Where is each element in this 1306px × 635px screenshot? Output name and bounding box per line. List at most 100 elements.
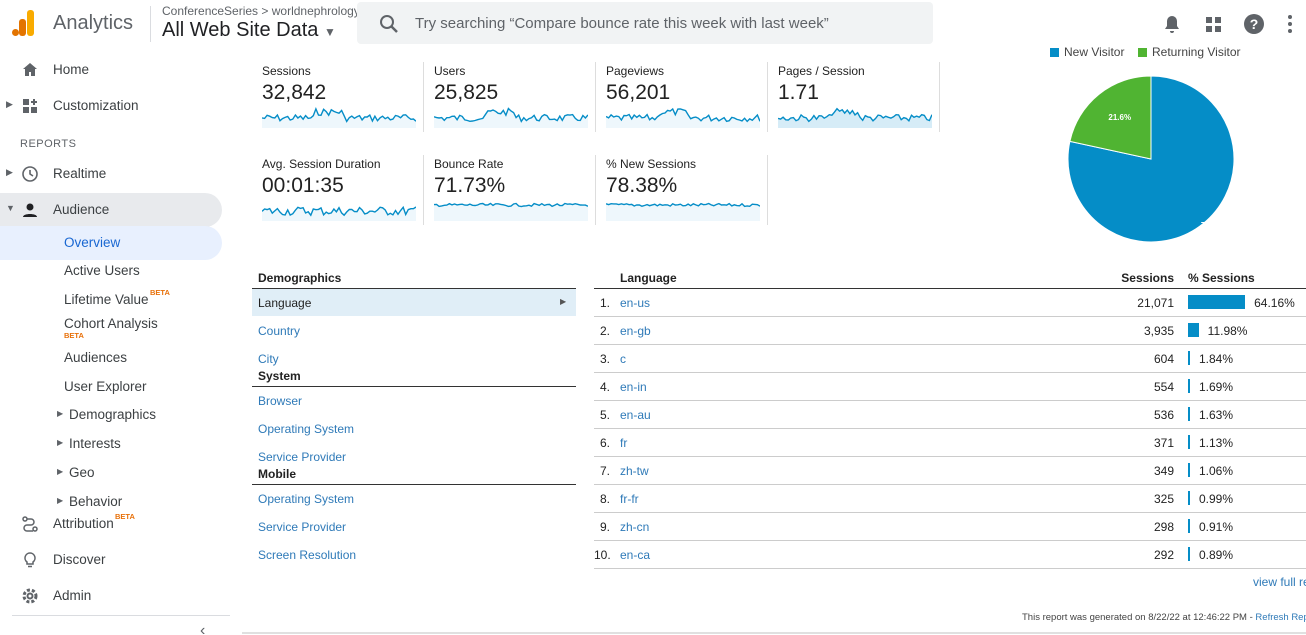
language-link[interactable]: zh-tw <box>620 464 649 478</box>
notifications-icon[interactable] <box>1165 16 1179 33</box>
language-link[interactable]: zh-cn <box>620 520 650 534</box>
brand: Analytics <box>53 12 134 34</box>
nav-item[interactable]: Geo <box>69 465 95 480</box>
row-rank: 8. <box>599 492 610 506</box>
sessions-value: 3,935 <box>1143 324 1174 338</box>
dimension-link[interactable]: Service Provider <box>258 520 347 534</box>
sparkline <box>262 107 416 128</box>
language-link[interactable]: en-in <box>620 380 647 394</box>
expand-caret: ▶ <box>6 99 13 109</box>
sessions-value: 371 <box>1153 436 1174 450</box>
nav-item[interactable]: Customization <box>53 98 139 113</box>
group-title: System <box>258 369 301 383</box>
row-divider <box>594 344 1306 345</box>
sparkline-line <box>606 107 760 123</box>
metric-value: 00:01:35 <box>262 174 344 197</box>
dimension-link[interactable]: Operating System <box>258 422 355 436</box>
nav-item[interactable]: Admin <box>53 588 92 603</box>
row-rank: 4. <box>599 380 610 394</box>
sparkline-area <box>606 109 760 128</box>
dimension-link[interactable]: Operating System <box>258 492 355 506</box>
view-full-report-link[interactable]: view full report <box>1253 575 1306 589</box>
beta-badge: BETA <box>64 331 84 340</box>
row-divider <box>594 400 1306 401</box>
language-link[interactable]: fr <box>620 436 628 450</box>
nav-item[interactable]: Realtime <box>53 166 107 181</box>
tile-divider <box>595 62 596 132</box>
legend-label: New Visitor <box>1064 45 1124 59</box>
expand-caret: ▶ <box>6 167 13 177</box>
sparkline-line <box>434 107 588 123</box>
expand-caret: ▶ <box>57 438 64 447</box>
language-link[interactable]: c <box>620 352 626 366</box>
nav-item[interactable]: Audiences <box>64 350 128 365</box>
dimension-link[interactable]: Browser <box>258 394 303 408</box>
percent-label: 0.89% <box>1199 548 1234 562</box>
person-icon <box>23 203 37 217</box>
more-icon[interactable] <box>1288 15 1292 33</box>
language-link[interactable]: en-ca <box>620 548 651 562</box>
bottom-border <box>242 632 1306 634</box>
percent-bar <box>1188 407 1190 421</box>
nav-item[interactable]: Audience <box>53 202 110 217</box>
nav-item[interactable]: Attribution <box>53 516 114 531</box>
language-link[interactable]: fr-fr <box>620 492 639 506</box>
help-icon[interactable]: ? <box>1244 14 1264 34</box>
percent-bar <box>1188 351 1190 365</box>
language-link[interactable]: en-us <box>620 296 651 310</box>
nav-item[interactable]: Discover <box>53 552 106 567</box>
pie-chart: 78.4% New Visitor 21.6% Returning Visitor <box>1050 45 1241 243</box>
property[interactable]: worldnephrology <box>271 4 360 18</box>
sessions-value: 536 <box>1153 408 1174 422</box>
nav-item[interactable]: Behavior <box>69 494 123 508</box>
row-divider <box>594 484 1306 485</box>
percent-label: 1.63% <box>1199 408 1234 422</box>
top-bar: Analytics ConferenceSeries > worldnephro… <box>0 0 1306 48</box>
beta-badge: BETA <box>150 288 170 297</box>
language-link[interactable]: en-gb <box>620 324 651 338</box>
language-link[interactable]: en-au <box>620 408 651 422</box>
search-placeholder: Try searching “Compare bounce rate this … <box>415 15 829 32</box>
account[interactable]: ConferenceSeries <box>162 4 259 18</box>
nav-item[interactable]: Home <box>53 62 90 77</box>
dimension-link[interactable]: City <box>258 352 279 366</box>
sparkline <box>606 107 760 128</box>
dimension-link[interactable]: Service Provider <box>258 450 347 464</box>
search-box[interactable]: Try searching “Compare bounce rate this … <box>357 2 933 44</box>
row-rank: 1. <box>599 296 610 310</box>
selected-row <box>252 289 576 316</box>
column-header: Sessions <box>1121 271 1174 285</box>
percent-bar <box>1188 547 1190 561</box>
dimension-link[interactable]: Language <box>258 296 312 310</box>
column-header: Language <box>620 271 677 285</box>
refresh-link[interactable]: Refresh Report <box>1255 612 1306 623</box>
percent-label: 11.98% <box>1207 324 1248 338</box>
nav-item[interactable]: User Explorer <box>64 379 147 394</box>
search-icon <box>380 15 398 33</box>
row-divider <box>594 316 1306 317</box>
view-name: All Web Site Data <box>162 19 319 41</box>
expand-caret: ▶ <box>57 467 64 476</box>
header-divider <box>594 288 1306 289</box>
nav-highlight <box>0 226 222 260</box>
sessions-value: 554 <box>1153 380 1174 394</box>
row-rank: 3. <box>599 352 610 366</box>
dimension-link[interactable]: Screen Resolution <box>258 548 357 562</box>
row-divider <box>594 428 1306 429</box>
pie-label: 78.4% <box>1201 221 1224 230</box>
logo <box>12 10 34 36</box>
percent-label: 1.69% <box>1199 380 1234 394</box>
apps-icon[interactable] <box>1206 17 1221 32</box>
collapse-button[interactable]: ‹ <box>200 622 206 635</box>
nav-item[interactable]: Overview <box>64 235 121 250</box>
view-selector[interactable]: All Web Site Data ▼ <box>162 19 336 41</box>
sparkline <box>262 205 416 221</box>
row-divider <box>594 540 1306 541</box>
nav-item[interactable]: Interests <box>69 436 121 451</box>
nav-item[interactable]: Lifetime Value <box>64 292 149 307</box>
dimension-link[interactable]: Country <box>258 324 301 338</box>
nav-item[interactable]: Demographics <box>69 407 157 422</box>
nav-item[interactable]: Cohort Analysis <box>64 316 158 331</box>
nav-item[interactable]: Active Users <box>64 263 140 278</box>
